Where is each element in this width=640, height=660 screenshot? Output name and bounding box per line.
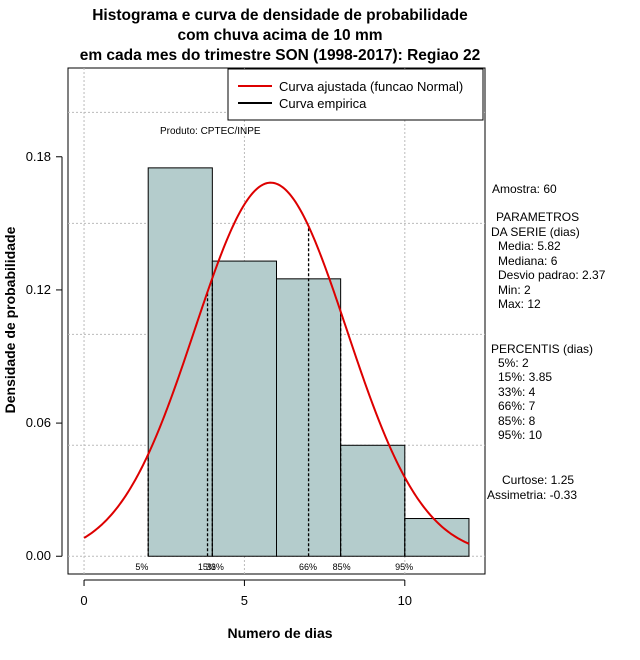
chart-title-line-2: com chuva acima de 10 mm [177, 27, 383, 44]
stat-min: Min: 2 [498, 283, 531, 297]
x-tick-label: 5 [241, 593, 248, 608]
legend-empirical-label: Curva empirica [279, 96, 367, 111]
stat-parametros-title-2: DA SERIE (dias) [491, 225, 580, 239]
legend-normal-label: Curva ajustada (funcao Normal) [279, 79, 463, 94]
histogram-bar [404, 518, 470, 557]
stat-p33: 33%: 4 [498, 385, 536, 399]
stat-assimetria: Assimetria: -0.33 [487, 488, 578, 502]
stat-percentis-title: PERCENTIS (dias) [491, 342, 594, 356]
stat-p95: 95%: 10 [498, 428, 543, 442]
y-tick-label: 0.12 [26, 282, 51, 297]
stat-max: Max: 12 [498, 297, 541, 311]
normal-curve [83, 181, 470, 545]
y-tick-label: 0.06 [26, 415, 51, 430]
histogram-bar [340, 444, 406, 557]
percentile-label: 85% [333, 562, 351, 572]
percentile-label: 15% [198, 562, 216, 572]
percentile-label: 5% [135, 562, 148, 572]
chart-title-line-3: em cada mes do trimestre SON (1998-2017)… [79, 47, 481, 64]
stat-p15: 15%: 3.85 [498, 370, 553, 384]
stat-p5: 5%: 2 [498, 356, 529, 370]
x-tick-label: 10 [398, 593, 412, 608]
percentile-label: 66% [299, 562, 317, 572]
y-axis-label: Densidade de probabilidade [2, 226, 18, 414]
legend-box [227, 68, 484, 121]
percentile-label: 33% [206, 562, 224, 572]
y-tick-label: 0.18 [26, 149, 51, 164]
legend: Curva ajustada (funcao Normal) Curva emp… [227, 68, 484, 121]
stat-desvio: Desvio padrao: 2.37 [498, 268, 606, 282]
x-tick-label: 0 [80, 593, 87, 608]
percentile-labels: 5% 15%33% 66% 85% 95% [135, 562, 413, 572]
stat-curtose: Curtose: 1.25 [502, 473, 575, 487]
stat-amostra: Amostra: 60 [492, 182, 557, 196]
percentile-label: 95% [395, 562, 413, 572]
plot-area-border [67, 67, 486, 575]
chart-title-line-1: Histograma e curva de densidade de proba… [92, 7, 468, 24]
stat-mediana: Mediana: 6 [498, 254, 558, 268]
histogram-bar [147, 167, 213, 557]
histogram-bar [211, 260, 278, 557]
y-tick-label: 0.00 [26, 548, 51, 563]
stat-parametros-title-1: PARAMETROS [496, 210, 580, 224]
stat-p85: 85%: 8 [498, 414, 536, 428]
x-axis-label: Numero de dias [227, 625, 333, 641]
stat-media: Media: 5.82 [498, 239, 561, 253]
stat-p66: 66%: 7 [498, 399, 536, 413]
product-annotation: Produto: CPTEC/INPE [160, 126, 261, 137]
